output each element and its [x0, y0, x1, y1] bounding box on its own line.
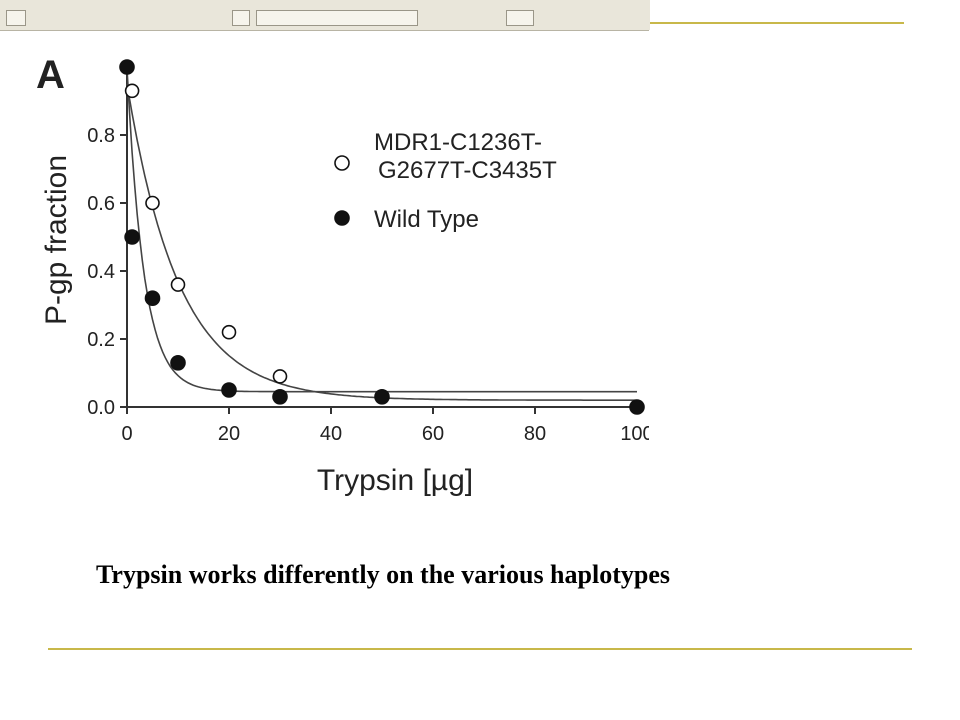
x-tick-label: 20 [218, 423, 240, 445]
x-tick-label: 0 [121, 423, 132, 445]
mutant-point [221, 324, 237, 340]
mutant-point [124, 83, 140, 99]
toolbar-fragment [232, 10, 250, 26]
mutant-point [145, 195, 160, 211]
wild-type-point [221, 382, 237, 398]
wild-type-point [272, 388, 288, 405]
panel-edge [649, 30, 650, 500]
wild-type-point [374, 388, 390, 405]
wild-type-point [124, 229, 140, 245]
fit-curves [126, 68, 637, 401]
chart-axes: 0 20 40 60 80 100 0.0 0.2 0.4 0.6 0.8 [87, 62, 650, 445]
toolbar-fragment [6, 10, 26, 26]
wild-type-point [629, 399, 645, 415]
y-tick-label: 0.4 [87, 261, 115, 283]
panel-label: A [36, 53, 65, 97]
figure-panel: A 0 20 40 60 80 100 0.0 0.2 0.4 0.6 0.8 Trypsin [µ… [0, 32, 650, 502]
scatter-chart: A 0 20 40 60 80 100 0.0 0.2 0.4 0.6 0.8 Trypsin [µ… [36, 53, 650, 497]
mutant-point [170, 277, 186, 292]
toolbar-fragment [256, 10, 418, 26]
cropped-toolbar-strip [0, 0, 650, 31]
wild-type-point [119, 59, 135, 75]
slide-caption: Trypsin works differently on the various… [96, 560, 670, 589]
y-tick-label: 0.0 [87, 397, 115, 419]
data-points [119, 59, 645, 415]
wild-type-point [144, 290, 161, 307]
y-tick-label: 0.8 [87, 125, 115, 147]
y-tick-label: 0.6 [87, 193, 115, 215]
legend-marker-open [334, 155, 350, 171]
mutant-point [272, 369, 288, 384]
y-tick-label: 0.2 [87, 329, 115, 351]
x-tick-label: 40 [320, 423, 342, 445]
legend-label-mutant: MDR1-C1236T-G2677T-C3435T [374, 129, 557, 184]
bottom-rule [48, 648, 912, 650]
legend-label-wild-type: Wild Type [374, 206, 479, 233]
y-axis-label: P-gp fraction [40, 155, 73, 325]
x-tick-label: 60 [422, 423, 444, 445]
toolbar-fragment [506, 10, 534, 26]
wild-type-point [170, 354, 186, 371]
x-tick-label: 100 [620, 423, 650, 445]
legend-marker-filled [334, 210, 350, 226]
legend: MDR1-C1236T-G2677T-C3435T Wild Type [334, 129, 557, 233]
x-axis-label: Trypsin [µg] [317, 464, 473, 497]
x-tick-label: 80 [524, 423, 546, 445]
